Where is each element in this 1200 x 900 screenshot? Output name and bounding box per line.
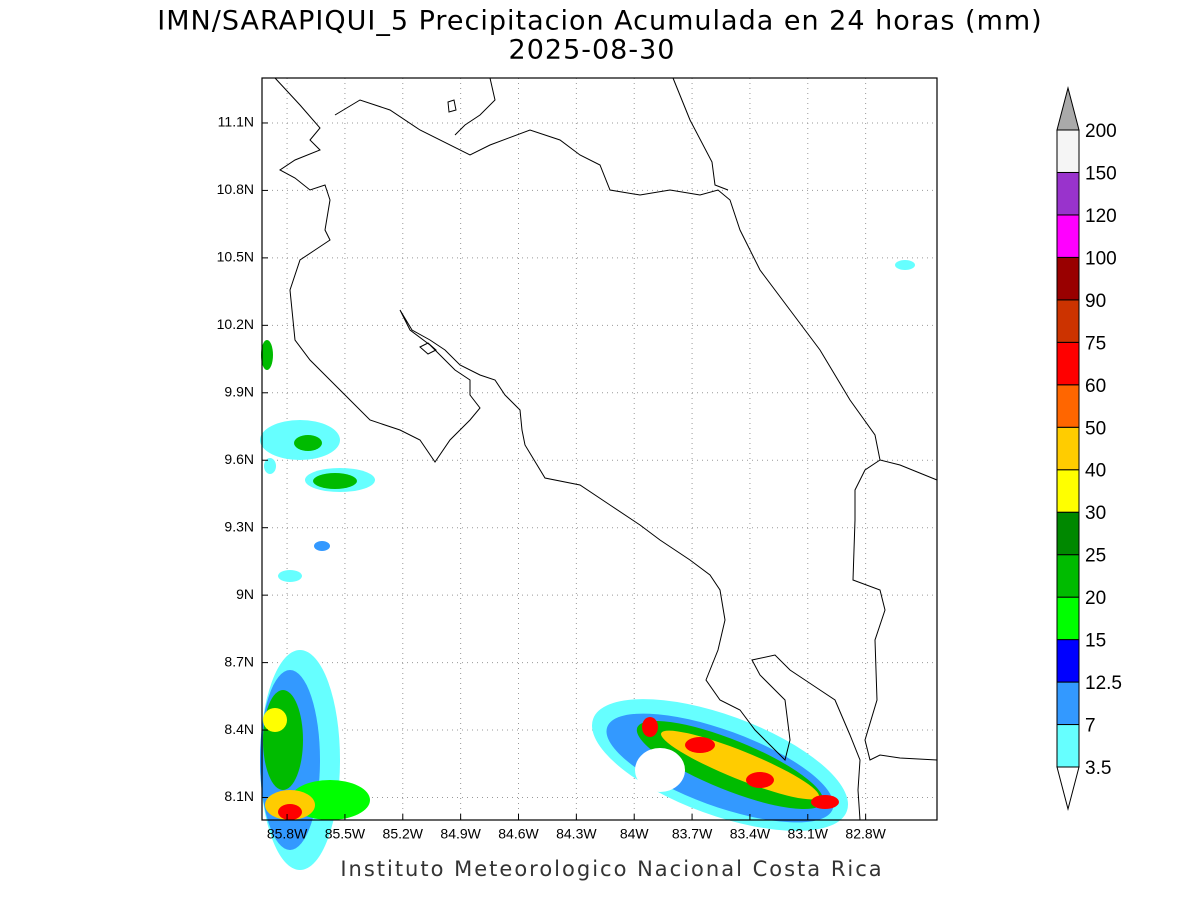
colorbar-box <box>1056 681 1080 726</box>
colorbar-box <box>1056 129 1080 173</box>
colorbar-box <box>1056 426 1080 471</box>
y-tick-label: 9N <box>236 586 254 602</box>
colorbar-box <box>1056 171 1080 216</box>
y-tick-label: 9.6N <box>224 451 254 467</box>
colorbar-box <box>1056 639 1080 683</box>
subtitle: 2025-08-30 <box>509 35 676 66</box>
title: IMN/SARAPIQUI_5 Precipitacion Acumulada … <box>157 6 1042 37</box>
colorbar-label: 200 <box>1085 121 1117 142</box>
x-tick-label: 85.5W <box>325 826 366 842</box>
y-tick-label: 10.2N <box>217 316 254 332</box>
colorbar-box <box>1056 554 1080 598</box>
y-tick-label: 11.1N <box>218 114 254 130</box>
colorbar-label: 100 <box>1085 248 1117 269</box>
colorbar-label: 30 <box>1085 503 1106 524</box>
x-tick-label: 84W <box>620 826 650 842</box>
colorbar: 3.5 7 12.5 15 20 25 30 40 50 60 75 90 100 120 150 200 <box>1056 86 1122 811</box>
x-tick-label: 85.8W <box>267 826 308 842</box>
colorbar-label: 150 <box>1085 163 1117 184</box>
colorbar-label: 15 <box>1085 631 1106 652</box>
y-tick-label: 9.3N <box>224 518 254 534</box>
y-tick-label: 8.7N <box>224 653 254 669</box>
colorbar-box <box>1056 511 1080 556</box>
x-tick-label: 84.9W <box>440 826 481 842</box>
y-tick-label: 8.1N <box>224 788 254 804</box>
y-tick-label: 10.5N <box>217 249 254 265</box>
coastline <box>274 77 938 821</box>
colorbar-box <box>1056 214 1080 258</box>
colorbar-label: 40 <box>1085 461 1106 482</box>
colorbar-label: 50 <box>1085 418 1106 439</box>
colorbar-label: 25 <box>1085 546 1106 567</box>
colorbar-box <box>1056 256 1080 301</box>
footer: Instituto Meteorologico Nacional Costa R… <box>340 857 883 881</box>
colorbar-box <box>1056 469 1080 513</box>
precipitation <box>260 260 915 870</box>
x-tick-label: 83.7W <box>672 826 713 842</box>
y-tick-label: 9.9N <box>224 383 254 399</box>
y-tick-label: 8.4N <box>224 721 254 737</box>
x-tick-label: 83.1W <box>788 826 829 842</box>
x-tick-label: 84.6W <box>498 826 539 842</box>
x-tick-label: 84.3W <box>556 826 597 842</box>
colorbar-label: 120 <box>1085 206 1117 227</box>
colorbar-label: 7 <box>1085 716 1096 737</box>
colorbar-label: 12.5 <box>1085 673 1122 694</box>
y-tick-label: 10.8N <box>217 181 254 197</box>
colorbar-box <box>1056 384 1080 428</box>
colorbar-label: 3.5 <box>1085 758 1111 779</box>
colorbar-box <box>1056 596 1080 641</box>
colorbar-over <box>1056 86 1080 131</box>
colorbar-label: 20 <box>1085 588 1106 609</box>
colorbar-under <box>1056 766 1080 811</box>
grid <box>262 78 937 820</box>
x-tick-label: 83.4W <box>730 826 771 842</box>
colorbar-box <box>1056 299 1080 343</box>
colorbar-box <box>1056 724 1080 768</box>
colorbar-label: 60 <box>1085 376 1106 397</box>
x-tick-label: 82.8W <box>845 826 886 842</box>
map-frame <box>261 77 938 821</box>
colorbar-box <box>1056 341 1080 386</box>
colorbar-label: 75 <box>1085 333 1106 354</box>
x-tick-label: 85.2W <box>383 826 424 842</box>
colorbar-label: 90 <box>1085 291 1106 312</box>
